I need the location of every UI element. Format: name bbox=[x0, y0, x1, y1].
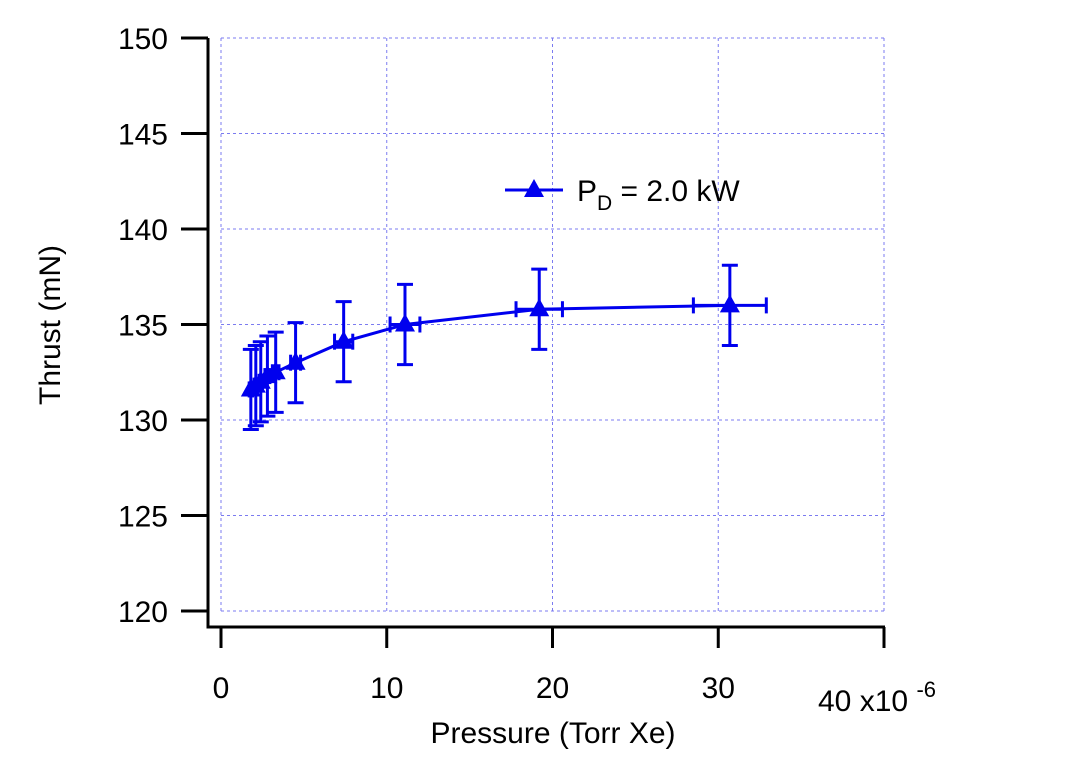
y-tick-label: 130 bbox=[118, 405, 168, 438]
x-multiplier-base: x10 bbox=[860, 685, 908, 718]
legend-series-rest: = 2.0 kW bbox=[612, 175, 740, 208]
y-axis-label: Thrust (mN) bbox=[34, 245, 67, 405]
x-multiplier-exponent: -6 bbox=[916, 677, 936, 702]
x-tick-label: 0 bbox=[213, 672, 230, 705]
legend-series-subscript: D bbox=[597, 192, 612, 215]
y-tick-label: 140 bbox=[118, 214, 168, 247]
y-tick-label: 120 bbox=[118, 596, 168, 629]
x-tick-label: 10 bbox=[370, 672, 403, 705]
legend: PD = 2.0 kW bbox=[505, 175, 740, 215]
y-tick-label: 145 bbox=[118, 119, 168, 152]
x-tick-label: 20 bbox=[536, 672, 569, 705]
x-axis-label: Pressure (Torr Xe) bbox=[430, 717, 675, 750]
legend-series-name: P bbox=[577, 175, 597, 208]
data-point bbox=[529, 298, 550, 317]
series bbox=[240, 263, 768, 432]
y-tick-label: 135 bbox=[118, 310, 168, 343]
data-point bbox=[333, 330, 354, 349]
legend-marker bbox=[524, 179, 544, 197]
x-axis-multiplier: 40 x10 -6 bbox=[818, 677, 936, 718]
legend-series-label: PD = 2.0 kW bbox=[577, 175, 740, 215]
data-point bbox=[265, 361, 286, 380]
y-tick-label: 125 bbox=[118, 501, 168, 534]
series-line bbox=[249, 303, 730, 391]
grid bbox=[220, 37, 885, 612]
ticks: 0 10 20 30 120 125 130 135 140 145 150 bbox=[118, 23, 886, 705]
axes bbox=[206, 38, 885, 629]
data-point bbox=[285, 351, 306, 370]
y-tick-label: 150 bbox=[118, 23, 168, 56]
data-point bbox=[394, 313, 415, 332]
data-point bbox=[719, 294, 740, 313]
x-tick-label: 30 bbox=[702, 672, 735, 705]
x-multiplier-ref-tick: 40 bbox=[818, 685, 860, 718]
